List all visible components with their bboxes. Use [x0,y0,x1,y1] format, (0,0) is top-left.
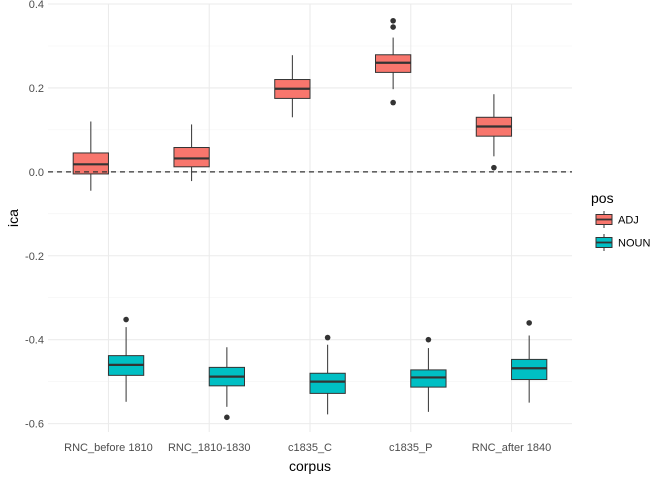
outlier-point [390,99,396,106]
x-tick-label: RNC_1810-1830 [168,442,251,454]
legend: pos ADJ NOUN [591,190,650,251]
legend-item-adj: ADJ [595,211,639,228]
boxplot-adj-3 [375,17,412,106]
boxplot-noun-4 [511,320,548,403]
outlier-point [526,320,532,326]
y-tick-label: -0.2 [25,251,44,263]
legend-title: pos [591,190,614,206]
legend-item-noun: NOUN [595,234,650,251]
box-iqr [309,372,346,394]
boxplot-adj-0 [72,121,109,191]
x-axis-title: corpus [289,458,331,474]
x-tick-label: c1835_C [288,442,332,454]
legend-label: ADJ [618,215,639,227]
box-iqr [511,358,548,381]
y-tick-label: -0.6 [25,419,44,431]
outlier-point [425,336,432,343]
boxplot-adj-2 [274,55,311,118]
y-tick-label: 0.0 [29,167,44,179]
x-tick-label: RNC_after 1840 [472,442,552,454]
outlier-point [390,17,396,24]
box-layer [72,17,548,421]
boxplot-adj-4 [475,94,513,171]
outlier-point [390,24,396,30]
boxplot-noun-2 [309,334,346,415]
box-iqr [173,147,210,168]
outlier-point [123,316,129,323]
outlier-point [224,414,230,421]
boxplot-noun-3 [410,336,447,412]
boxplot-noun-0 [107,316,145,402]
y-axis-title: ica [5,209,21,227]
grid-layer [48,3,572,432]
outlier-point [324,334,331,341]
boxplot-adj-1 [173,124,210,182]
x-tick-label: RNC_before 1810 [64,442,153,454]
boxplot-noun-1 [208,347,246,421]
legend-label: NOUN [618,238,650,250]
outlier-point [491,164,497,171]
axis-layer: -0.6 -0.4 -0.2 0.0 0.2 0.4 RNC_before 1810 RNC_… [25,0,551,454]
y-tick-label: -0.4 [25,335,44,347]
y-tick-label: 0.4 [29,0,44,11]
x-tick-label: c1835_P [389,442,432,454]
y-tick-label: 0.2 [29,83,44,95]
